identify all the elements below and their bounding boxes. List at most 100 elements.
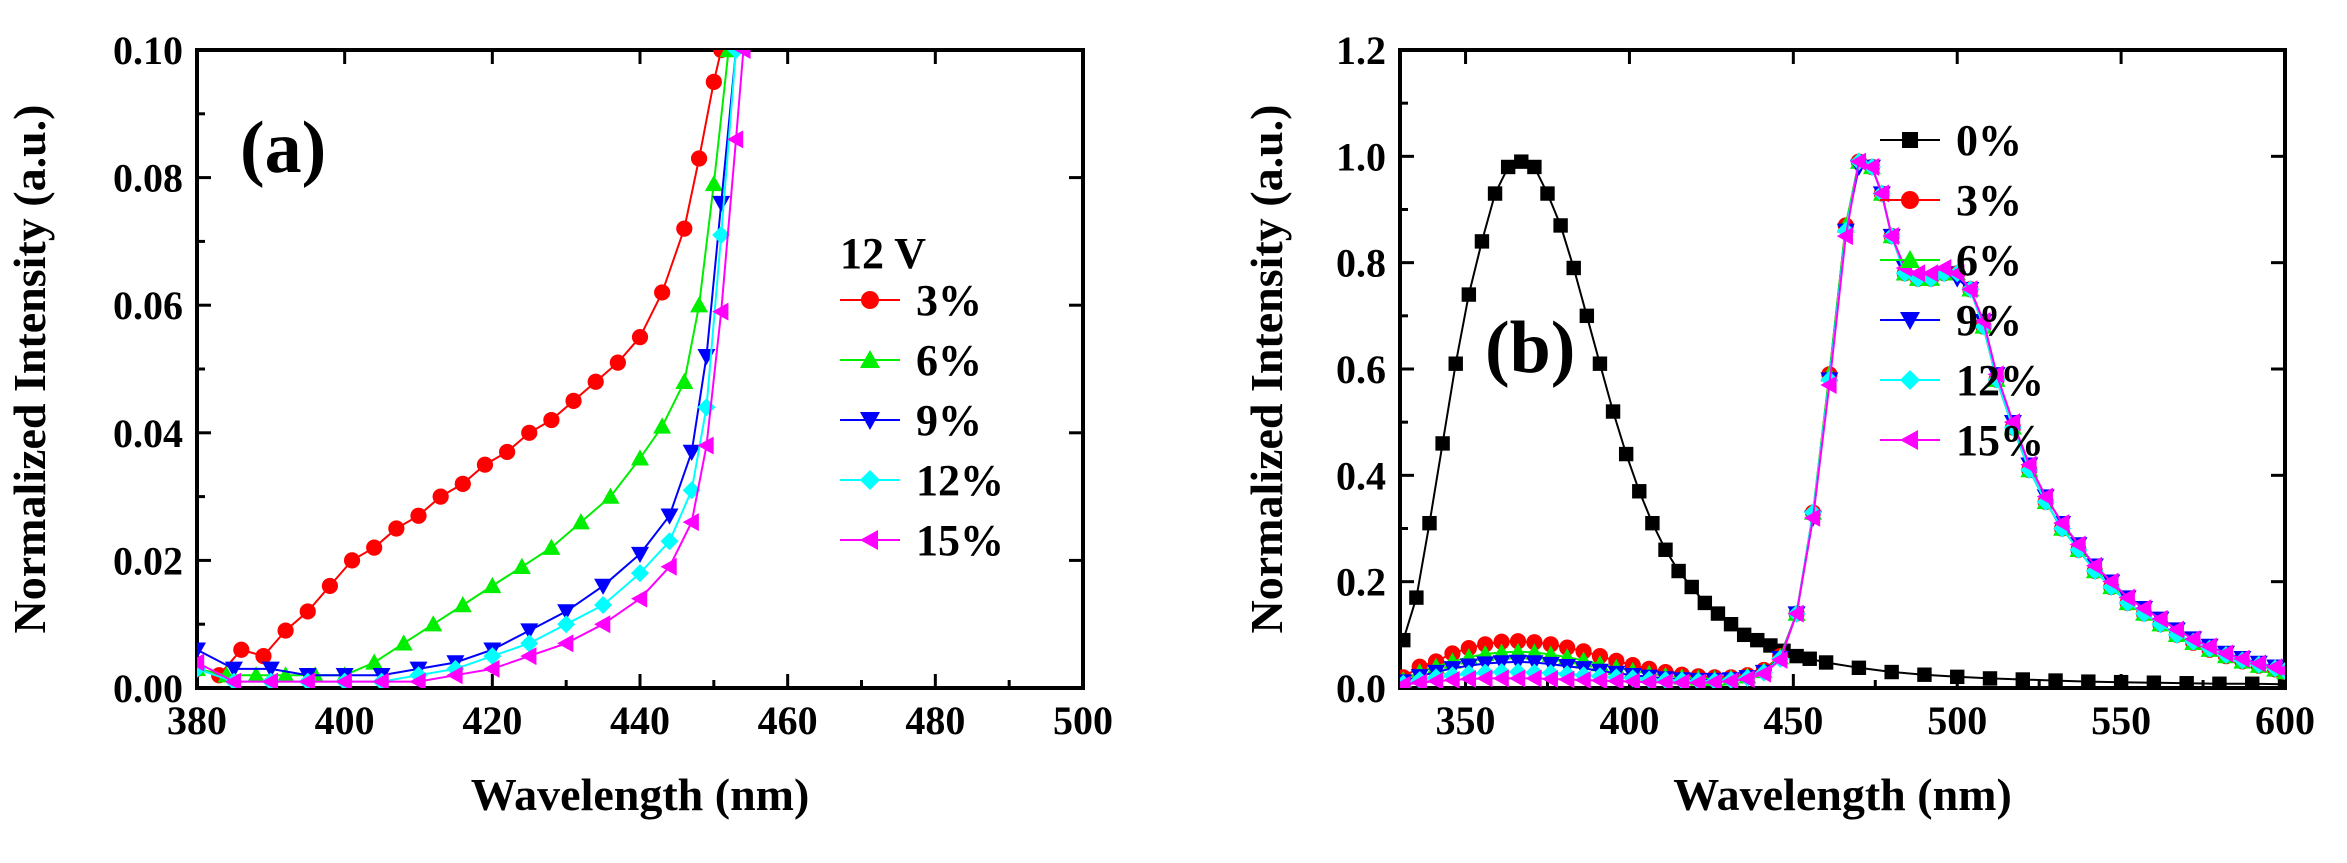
data-point-0% xyxy=(2015,672,2030,687)
data-point-3% xyxy=(366,539,383,556)
data-point-3% xyxy=(1559,639,1576,656)
data-point-0% xyxy=(1645,515,1660,531)
data-point-3% xyxy=(233,641,250,658)
data-point-15% xyxy=(2036,487,2053,506)
data-point-15% xyxy=(2053,514,2070,533)
data-point-15% xyxy=(197,653,205,672)
data-point-15% xyxy=(298,672,315,688)
series-line-9% xyxy=(197,50,737,677)
data-point-3% xyxy=(410,507,427,524)
data-point-3% xyxy=(654,284,671,301)
y-tick-label: 1.2 xyxy=(1336,28,1386,73)
data-point-0% xyxy=(1632,484,1647,499)
legend-label: 15% xyxy=(916,516,1004,565)
series-group xyxy=(197,50,751,688)
legend-marker xyxy=(1902,132,1918,148)
x-tick-label: 420 xyxy=(462,698,522,743)
legend-marker xyxy=(1900,370,1920,390)
data-point-15% xyxy=(2184,630,2201,649)
data-point-6% xyxy=(453,596,472,613)
data-point-6% xyxy=(690,296,709,313)
data-point-6% xyxy=(276,666,295,683)
data-point-15% xyxy=(1987,365,2004,384)
data-point-15% xyxy=(1935,258,1952,277)
data-point-15% xyxy=(1541,669,1558,688)
legend-label: 9% xyxy=(916,396,982,445)
data-point-0% xyxy=(1592,356,1608,371)
data-point-6% xyxy=(631,449,649,466)
data-point-15% xyxy=(1410,673,1427,688)
data-point-15% xyxy=(2135,599,2152,618)
y-tick-label: 0.0 xyxy=(1336,666,1386,711)
data-point-15% xyxy=(1640,673,1657,688)
data-point-15% xyxy=(2167,620,2185,639)
data-point-3% xyxy=(432,488,449,505)
y-tick-label: 0.6 xyxy=(1336,347,1386,392)
data-point-3% xyxy=(609,354,626,371)
data-point-15% xyxy=(1443,671,1460,688)
data-point-3% xyxy=(299,603,316,620)
data-point-0% xyxy=(1697,595,1713,611)
series-group xyxy=(1400,152,2285,688)
x-tick-label: 460 xyxy=(758,698,818,743)
data-point-3% xyxy=(521,424,538,441)
legend-label: 6% xyxy=(916,336,982,385)
data-point-15% xyxy=(631,589,648,608)
data-point-0% xyxy=(1950,669,1965,685)
data-point-9% xyxy=(631,546,649,564)
data-point-9% xyxy=(697,349,716,366)
data-point-15% xyxy=(1705,673,1722,688)
legend-label: 12% xyxy=(1956,356,2044,405)
data-point-0% xyxy=(2048,673,2063,688)
y-tick-label: 0.00 xyxy=(113,666,183,711)
data-point-0% xyxy=(1982,671,1998,686)
data-point-0% xyxy=(2146,675,2162,688)
chart-panel-b: 350 400 450 500 550 600 0.0 0.2 0.4 0.6 0.8 1.0 1.2 W… xyxy=(1241,28,2315,820)
data-point-0% xyxy=(1566,260,1581,276)
data-point-0% xyxy=(2277,677,2285,688)
data-point-6% xyxy=(601,487,620,504)
legend-label: 3% xyxy=(916,276,982,325)
data-point-0% xyxy=(1448,356,1463,371)
data-point-15% xyxy=(1849,152,1867,171)
data-point-15% xyxy=(682,513,699,532)
data-point-0% xyxy=(2179,676,2194,688)
data-point-15% xyxy=(1672,673,1690,688)
legend-label: 15% xyxy=(1956,416,2044,465)
data-point-3% xyxy=(676,220,693,237)
legend-marker xyxy=(861,291,879,309)
data-point-12% xyxy=(712,226,731,245)
data-point-0% xyxy=(2113,674,2129,688)
data-point-15% xyxy=(557,634,574,653)
data-point-15% xyxy=(2102,572,2119,591)
data-point-15% xyxy=(1656,673,1673,688)
data-point-15% xyxy=(726,130,744,149)
data-point-15% xyxy=(1400,675,1411,688)
data-point-0% xyxy=(1400,632,1411,648)
data-point-0% xyxy=(1671,563,1686,579)
panel-label: (a) xyxy=(240,107,326,189)
legend-label: 9% xyxy=(1956,296,2022,345)
data-point-15% xyxy=(2151,609,2168,628)
data-point-3% xyxy=(690,150,708,167)
data-point-15% xyxy=(2217,644,2234,663)
data-point-12% xyxy=(557,615,576,634)
data-point-6% xyxy=(247,666,266,683)
data-point-0% xyxy=(1884,664,1899,680)
data-point-3% xyxy=(499,443,516,461)
data-point-0% xyxy=(2212,676,2227,688)
data-point-0% xyxy=(1461,287,1477,302)
data-point-15% xyxy=(1836,227,1853,246)
data-point-3% xyxy=(1477,636,1494,653)
data-point-15% xyxy=(1623,672,1640,688)
data-point-6% xyxy=(571,513,590,530)
data-point-15% xyxy=(446,666,463,685)
data-point-0% xyxy=(1684,579,1699,595)
data-point-0% xyxy=(1605,404,1621,419)
data-point-15% xyxy=(2020,455,2037,474)
data-point-15% xyxy=(335,672,352,688)
data-point-0% xyxy=(1818,655,1834,670)
x-tick-label: 480 xyxy=(905,698,965,743)
data-point-12% xyxy=(631,564,649,583)
x-tick-label: 600 xyxy=(2255,698,2315,743)
